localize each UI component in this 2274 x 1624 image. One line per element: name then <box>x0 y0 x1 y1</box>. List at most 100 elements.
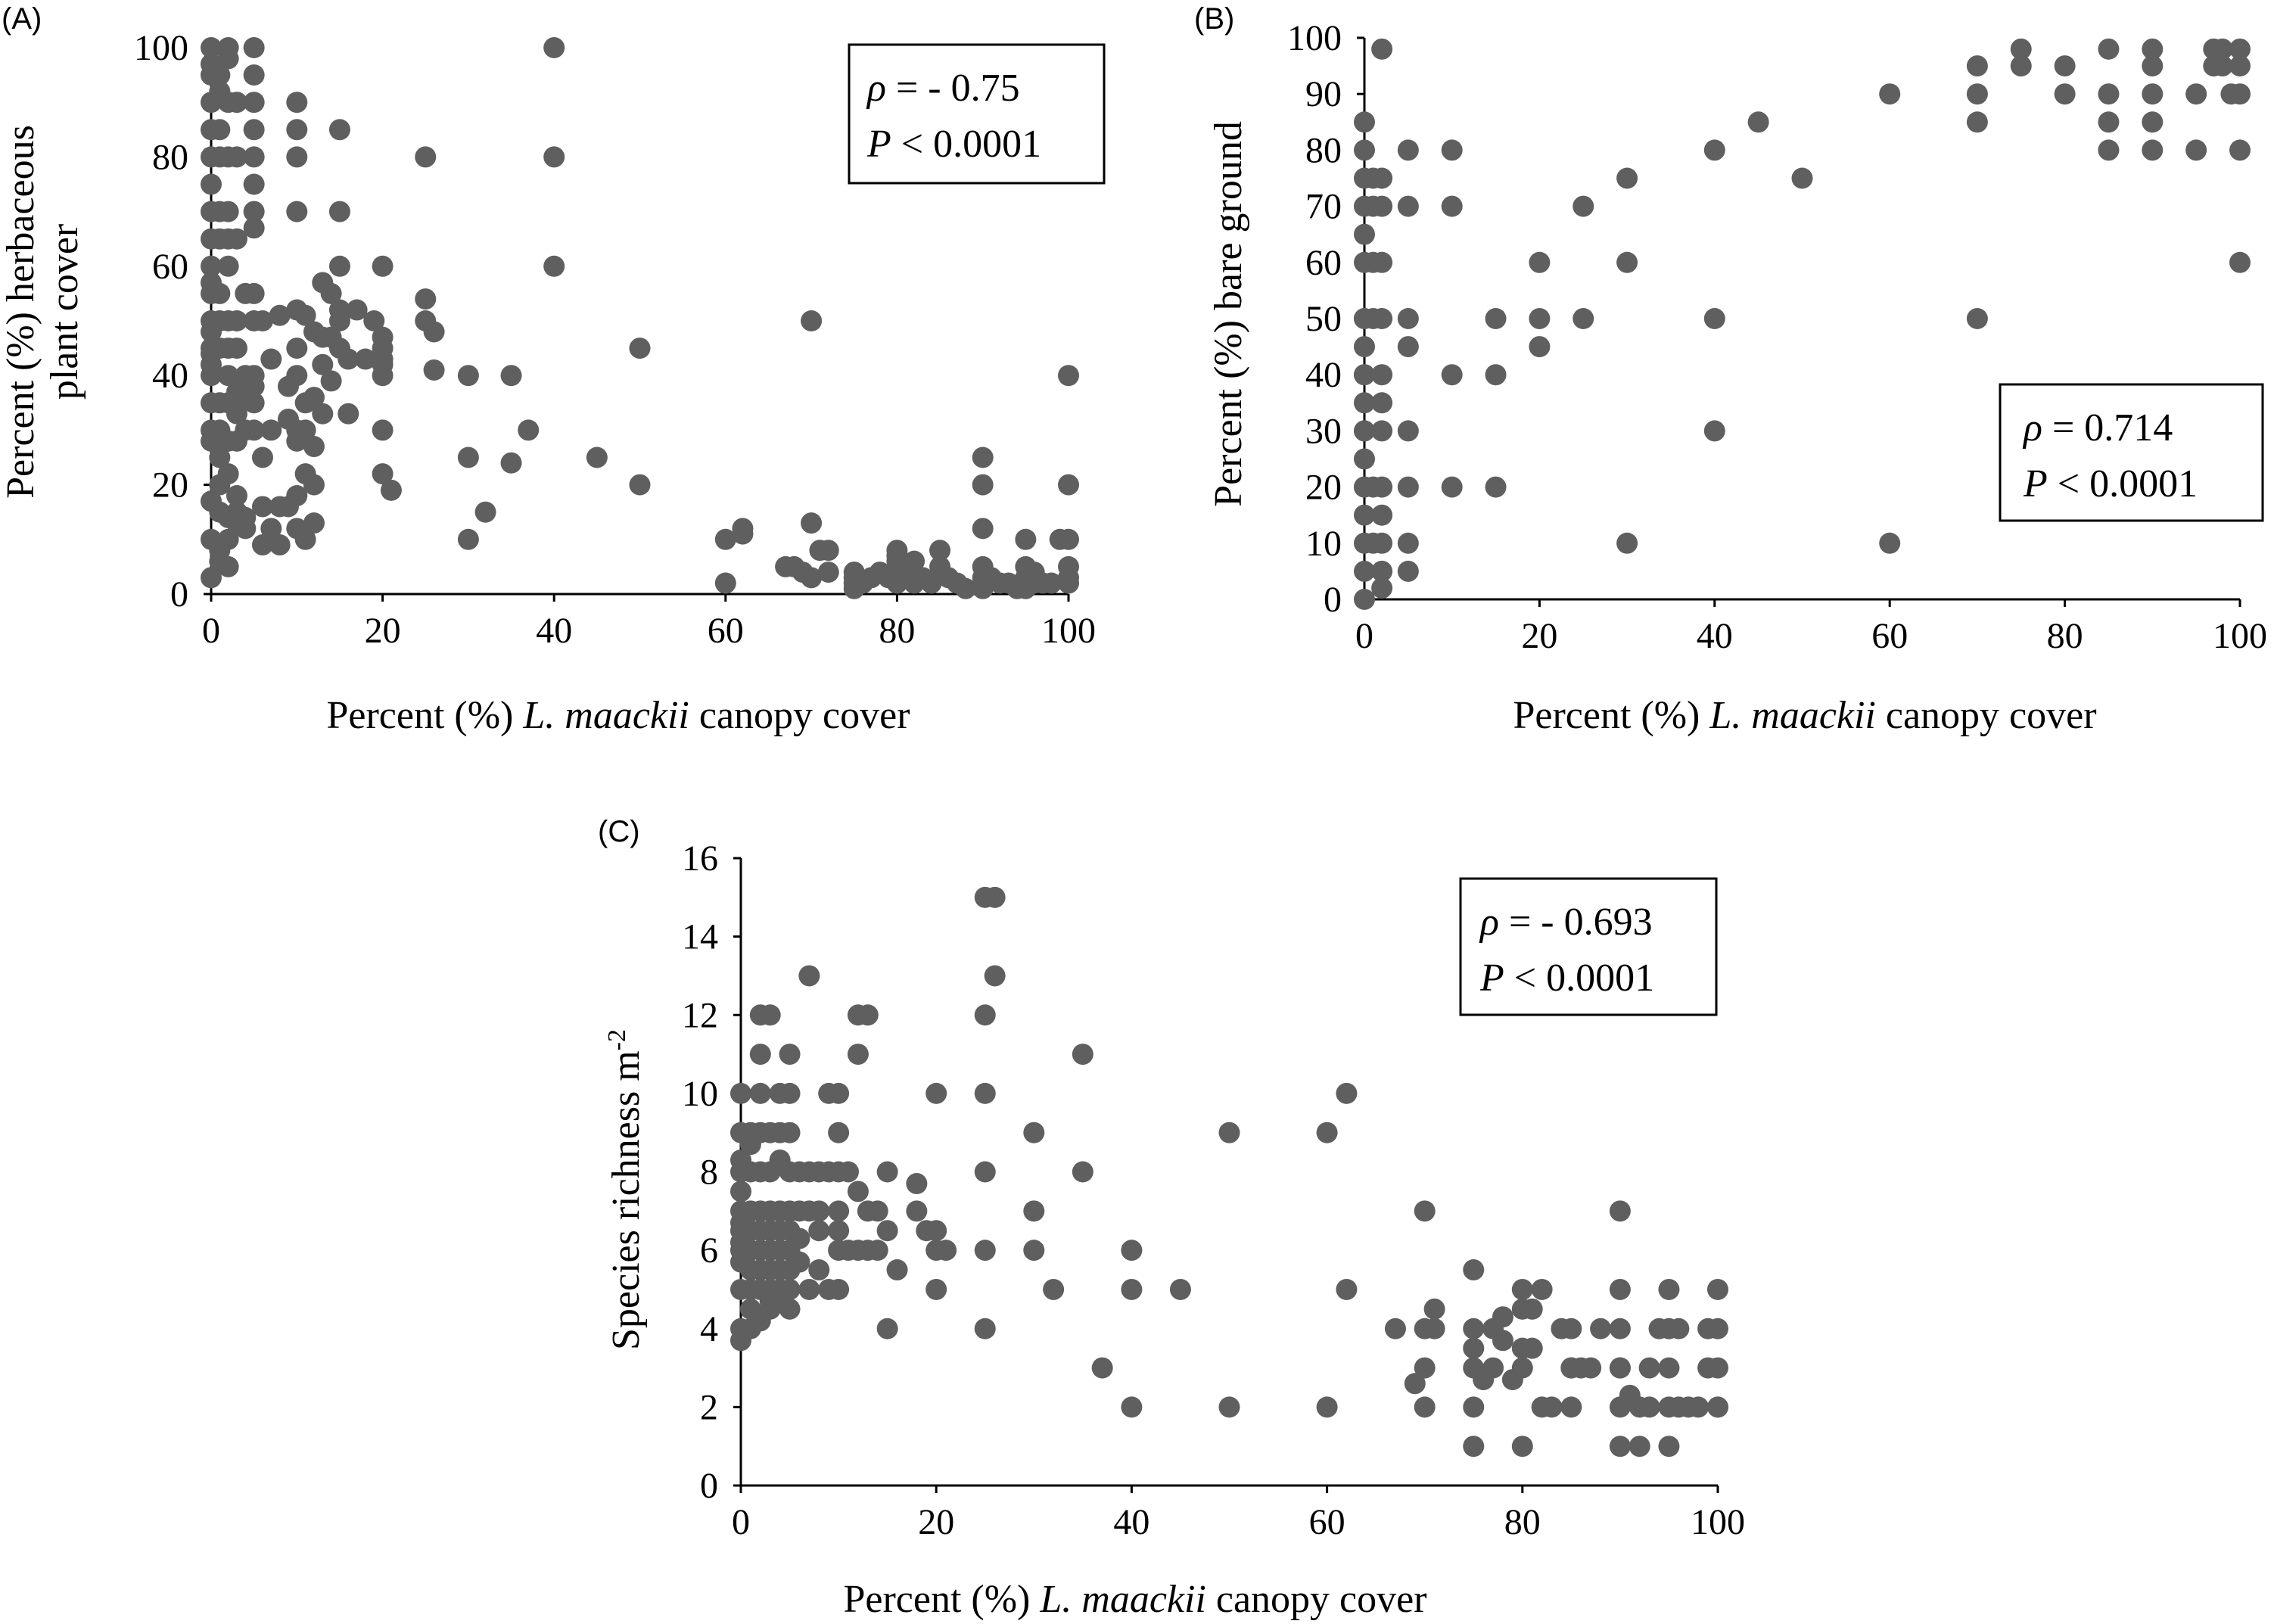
x-tick-label: 40 <box>536 611 572 651</box>
y-tick-label: 70 <box>1305 187 1342 227</box>
y-tick-label: 100 <box>134 28 188 68</box>
y-tick-label: 6 <box>700 1230 718 1271</box>
data-point <box>303 387 325 409</box>
data-point <box>1482 1357 1504 1379</box>
data-point <box>974 1161 996 1183</box>
data-point <box>847 1181 869 1202</box>
x-axis-title: Percent (%) L. maackii canopy cover <box>843 1578 1426 1621</box>
x-tick-label: 0 <box>1355 616 1373 656</box>
stat-box: ρ = - 0.693 P < 0.0001 <box>1459 877 1718 1016</box>
y-axis-title-line1: Percent (%) bare ground <box>1207 121 1250 507</box>
data-point <box>749 1082 771 1104</box>
x-tick-label: 60 <box>1871 616 1908 656</box>
data-point <box>260 518 282 540</box>
data-point <box>1966 55 1988 77</box>
y-tick-label: 100 <box>1287 18 1342 58</box>
data-point <box>1371 167 1393 189</box>
data-point <box>2142 83 2164 105</box>
data-point <box>243 64 265 86</box>
data-point <box>779 1122 801 1143</box>
data-point <box>1397 195 1419 217</box>
y-tick-label: 60 <box>1305 243 1342 283</box>
x-tick-label: 100 <box>1041 611 1096 651</box>
data-point <box>1609 1436 1631 1458</box>
data-point <box>243 119 265 141</box>
data-point <box>1371 364 1393 386</box>
data-point <box>789 1227 810 1249</box>
data-point <box>294 419 316 441</box>
data-point <box>320 282 342 304</box>
data-point <box>1590 1318 1612 1339</box>
data-point <box>328 119 350 141</box>
data-point <box>1336 1278 1358 1300</box>
data-point <box>243 217 265 239</box>
data-point <box>1354 589 1375 610</box>
data-point <box>423 321 445 343</box>
data-point <box>1966 83 1988 105</box>
data-point <box>1354 336 1375 358</box>
data-point <box>1072 1161 1093 1183</box>
y-axis-title: Species richness m-2 <box>603 1029 648 1350</box>
data-point <box>1707 1396 1728 1418</box>
data-point <box>1463 1318 1485 1339</box>
data-point <box>1485 364 1507 386</box>
data-point <box>1966 308 1988 329</box>
data-point <box>243 375 265 397</box>
data-point <box>1668 1318 1690 1339</box>
data-point <box>935 1240 957 1262</box>
data-point <box>380 479 402 501</box>
data-point <box>415 288 437 310</box>
x-tick-label: 20 <box>365 611 401 651</box>
data-point <box>543 255 565 277</box>
data-point <box>217 463 239 485</box>
y-tick-label: 2 <box>700 1387 718 1427</box>
data-point <box>1354 111 1375 133</box>
data-point <box>251 534 273 556</box>
data-point <box>714 528 736 550</box>
data-point <box>1058 528 1079 550</box>
data-point <box>1354 420 1375 442</box>
data-point <box>1354 560 1375 582</box>
data-point <box>1616 251 1638 273</box>
data-point <box>808 1220 830 1242</box>
y-tick-label: 80 <box>152 137 188 177</box>
data-point <box>1441 139 1463 161</box>
data-point <box>243 92 265 114</box>
y-tick-label: 0 <box>700 1466 718 1506</box>
data-point <box>974 1240 996 1262</box>
data-point <box>1414 1357 1436 1379</box>
data-point <box>201 37 222 58</box>
data-point <box>1414 1200 1436 1222</box>
data-point <box>1316 1122 1338 1143</box>
data-point <box>1397 532 1419 554</box>
data-point <box>972 446 994 468</box>
data-point <box>1121 1240 1143 1262</box>
axes: 0 20 40 60 80 100 0 10 20 30 40 50 60 70 80 90 100 <box>1287 18 2267 656</box>
data-point <box>1791 167 1813 189</box>
data-point <box>1371 504 1393 526</box>
data-point <box>226 310 247 331</box>
data-point <box>201 353 222 375</box>
data-point <box>714 572 736 594</box>
data-point <box>847 1044 869 1066</box>
data-point <box>1707 1318 1728 1339</box>
data-point <box>2185 139 2207 161</box>
data-point <box>1747 111 1769 133</box>
data-point <box>1573 195 1594 217</box>
data-point <box>303 512 325 534</box>
y-tick-label: 16 <box>682 838 718 879</box>
data-point <box>1058 572 1079 594</box>
data-point <box>1638 1396 1660 1418</box>
data-point <box>828 1278 850 1300</box>
data-point <box>828 1122 850 1143</box>
data-point <box>2098 139 2120 161</box>
x-tick-label: 40 <box>1113 1502 1149 1542</box>
y-tick-label: 90 <box>1305 74 1342 114</box>
y-tick-label: 10 <box>1305 524 1342 564</box>
data-point <box>808 1259 830 1281</box>
data-point <box>338 348 359 370</box>
data-point <box>1707 1357 1728 1379</box>
data-point <box>217 48 239 70</box>
data-point <box>217 365 239 387</box>
stat-box: ρ = 0.714 P < 0.0001 <box>1999 383 2264 522</box>
